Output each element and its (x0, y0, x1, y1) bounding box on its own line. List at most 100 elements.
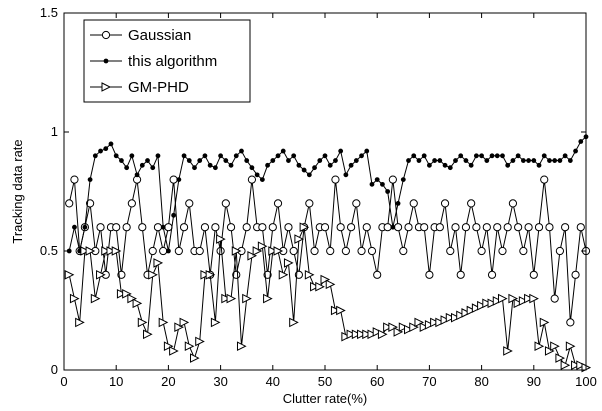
series-3-point (283, 258, 294, 268)
series-2-point (312, 165, 317, 171)
series-3-point (477, 300, 487, 311)
series-2-point (119, 158, 124, 163)
x-tick-label: 90 (527, 374, 541, 389)
series-1-point (127, 199, 136, 208)
series-3-point (482, 298, 492, 309)
series-1-point (399, 246, 408, 256)
series-1-point (514, 223, 523, 232)
legend-label: Gaussian (128, 27, 191, 44)
x-tick-label: 10 (109, 374, 123, 389)
series-2-point (348, 162, 354, 168)
series-2-point (317, 158, 323, 163)
series-1-point (409, 199, 418, 208)
series-1-point (289, 246, 298, 256)
series-3-point (304, 269, 315, 280)
y-tick-label: 1.5 (40, 5, 58, 20)
series-1-point (393, 223, 403, 232)
series-2-point (66, 248, 72, 254)
x-tick-label: 60 (370, 374, 384, 389)
series-2-point (359, 153, 364, 159)
series-1-point (493, 223, 502, 232)
series-1-point (138, 223, 147, 232)
series-1-point (305, 199, 314, 208)
series-3-point (571, 360, 581, 371)
series-3-point (424, 319, 435, 330)
series-2-point (353, 158, 359, 163)
series-3-point (184, 341, 195, 352)
series-1-point (545, 223, 554, 232)
series-2-point (500, 153, 505, 159)
series-2-point (176, 177, 182, 183)
legend-entry-3: GM-PHD (90, 79, 189, 96)
series-2-point (458, 153, 464, 159)
series-1-point (534, 223, 544, 232)
series-2-point (275, 153, 281, 159)
series-1-point (388, 175, 397, 184)
series-2-point (531, 158, 537, 163)
series-3-point (278, 269, 289, 280)
series-3-point (529, 293, 539, 304)
legend-entry-2: this algorithm (90, 53, 217, 70)
series-1-point (472, 223, 481, 232)
series-1-point (498, 246, 507, 256)
series-1-point (367, 246, 377, 256)
series-2-point (322, 153, 328, 159)
series-1-point (242, 223, 251, 232)
series-3-point (179, 317, 190, 328)
series-3-point (539, 317, 550, 328)
series-1-line (68, 179, 587, 323)
series-2-point (139, 162, 145, 168)
series-3-point (357, 329, 367, 340)
series-1-point (86, 199, 95, 208)
series-3-point (325, 279, 336, 290)
series-3-point (445, 312, 456, 323)
series-3-point (90, 293, 101, 304)
series-2-point (447, 165, 453, 171)
series-3-point (565, 341, 576, 352)
series-1-point (451, 223, 460, 232)
series-2-point (541, 153, 547, 159)
x-tick-label: 30 (213, 374, 227, 389)
series-3-point (492, 296, 503, 306)
series-3-point (367, 329, 378, 340)
series-3-point (497, 293, 508, 304)
series-2-point (427, 162, 432, 168)
series-3-point (503, 346, 513, 356)
series-1-point (576, 223, 585, 232)
legend-label: GM-PHD (128, 79, 189, 96)
series-1-point (258, 223, 267, 232)
series-3-point (315, 281, 325, 292)
series-3-point (64, 269, 75, 280)
series-1-point (461, 223, 471, 232)
legend: Gaussian this algorithm GM-PHD (83, 19, 251, 103)
series-1-point (352, 199, 361, 208)
series-3-point (153, 258, 164, 268)
series-1-point (179, 223, 189, 232)
series-3-point (247, 250, 258, 261)
series-2-point (239, 148, 244, 154)
series-1-point (347, 223, 356, 232)
series-1-point (159, 246, 168, 256)
series-3-point (518, 296, 529, 306)
series-2-point (155, 153, 161, 159)
series-3-point (116, 289, 127, 299)
series-2-point (374, 177, 380, 183)
series-2-point (202, 153, 208, 159)
series-2-point (536, 162, 542, 168)
y-tick-label: 1 (51, 124, 58, 139)
series-2-point (400, 177, 406, 183)
series-1-point (153, 223, 163, 232)
series-1-point (508, 199, 518, 208)
series-2-line (68, 136, 587, 252)
series-1-point (211, 223, 220, 232)
series-2-point (385, 189, 391, 194)
series-2-point (411, 153, 417, 159)
series-1-point (226, 223, 236, 232)
series-1-point (561, 223, 570, 232)
series-2-point (82, 224, 88, 230)
series-3-point (544, 346, 555, 356)
series-1-point (221, 199, 230, 208)
series-1-point (404, 223, 413, 232)
series-3-point (341, 331, 351, 342)
series-2-point (145, 158, 150, 163)
